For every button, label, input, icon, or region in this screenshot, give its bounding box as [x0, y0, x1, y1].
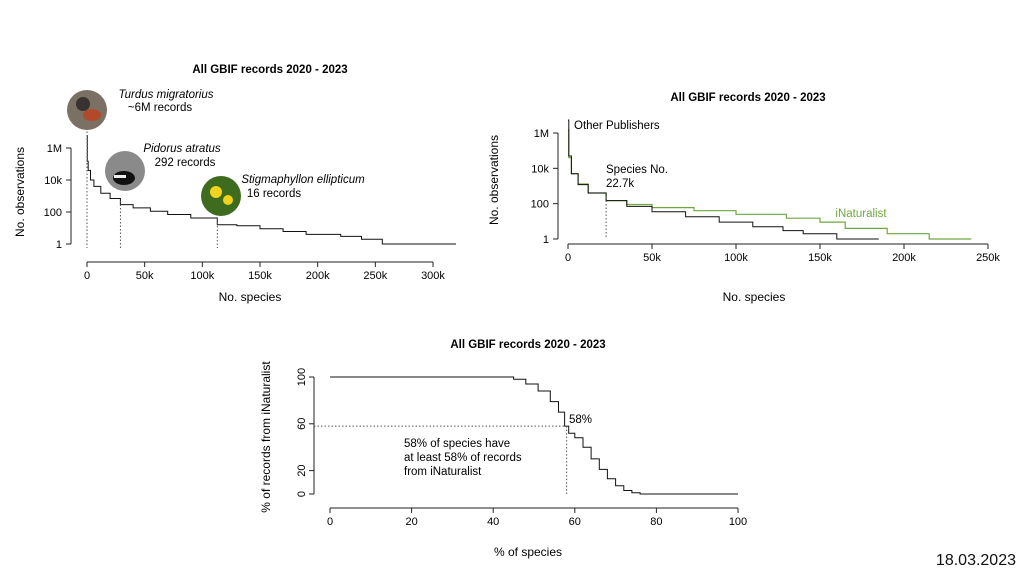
chart1-x-tick-label: 0: [84, 270, 90, 282]
chart2-y-tick-label: 10k: [531, 163, 549, 175]
chart1-x-tick-label: 200k: [306, 270, 330, 282]
chart1-photo-stigmaphyllon: [201, 176, 241, 216]
chart3-ann-text-line-3: from iNaturalist: [404, 466, 482, 478]
chart1-x-tick-label: 250k: [363, 270, 387, 282]
chart3-title: All GBIF records 2020 - 2023: [450, 339, 605, 351]
chart1-y-tick-label: 1: [56, 239, 62, 251]
chart1-photo-pidorus: [105, 151, 145, 191]
chart3-series-line: [330, 377, 738, 494]
chart1-y-tick-label: 10k: [44, 175, 62, 187]
chart3-y-tick-label: 0: [296, 491, 308, 497]
chart3-y-tick-label: 60: [296, 418, 308, 430]
chart2-ann-species-value: 22.7k: [606, 178, 634, 190]
chart3-ann-text-line-2: at least 58% of records: [404, 452, 522, 464]
chart2-x-tick-label: 100k: [724, 252, 748, 264]
chart2-x-tick-label: 250k: [976, 252, 1000, 264]
chart3-x-tick-label: 40: [487, 516, 499, 528]
chart1-x-axis-label: No. species: [219, 290, 282, 304]
chart1-photo-stigmaphyllon-flower: [210, 186, 222, 198]
chart2-x-tick-label: 0: [565, 252, 571, 264]
chart2-x-axis-label: No. species: [723, 290, 786, 304]
chart1-x-tick-label: 100k: [190, 270, 214, 282]
chart2-title: All GBIF records 2020 - 2023: [670, 92, 825, 104]
chart1-y-tick-label: 1M: [47, 143, 62, 155]
chart1-ann-stigmaphyllon-species: Stigmaphyllon ellipticum: [241, 174, 365, 186]
chart1-x-tick-label: 300k: [421, 270, 445, 282]
chart3-ann-58-label: 58%: [569, 414, 592, 426]
chart3-x-tick-label: 100: [729, 516, 747, 528]
chart3-x-tick-label: 60: [569, 516, 581, 528]
chart2-y-tick-label: 1: [543, 234, 549, 246]
chart1-x-tick-label: 50k: [136, 270, 154, 282]
chart2-ann-species-label: Species No.: [606, 164, 668, 176]
date-label: 18.03.2023: [936, 552, 1016, 570]
chart2-x-tick-label: 50k: [643, 252, 661, 264]
chart3-y-tick-label: 20: [296, 464, 308, 476]
chart3-x-axis-label: % of species: [494, 545, 562, 559]
chart3-y-axis-label: % of records from iNaturalist: [259, 361, 273, 513]
chart1-title: All GBIF records 2020 - 2023: [192, 64, 347, 76]
chart1-photo-turdus-bird-head: [76, 97, 90, 111]
chart3-ann-text-line-1: 58% of species have: [404, 438, 510, 450]
chart2-y-axis-label: No. observations: [487, 135, 501, 225]
chart2-y-tick-label: 1M: [534, 128, 549, 140]
chart2-x-tick-label: 150k: [808, 252, 832, 264]
chart1-ann-turdus-species: Turdus migratorius: [118, 89, 213, 101]
chart1-ann-turdus-records: ~6M records: [128, 102, 192, 114]
chart1-ann-pidorus-records: 292 records: [155, 157, 216, 169]
figure-canvas: All GBIF records 2020 - 20230 50k 100k 150k…: [0, 0, 1024, 576]
chart1-photo-stigmaphyllon-flower2: [223, 195, 233, 205]
chart1-photo-turdus: [67, 90, 107, 130]
chart1-ann-pidorus-species: Pidorus atratus: [143, 143, 221, 155]
chart2-legend-inaturalist: iNaturalist: [835, 208, 887, 220]
chart3-y-tick-label: 100: [296, 368, 308, 386]
chart2-legend-other-publishers: Other Publishers: [574, 120, 660, 132]
chart1-photo-turdus-breast: [83, 109, 101, 121]
chart1-ann-stigmaphyllon-records: 16 records: [247, 188, 302, 200]
chart3-x-tick-label: 80: [650, 516, 662, 528]
chart1-y-axis-label: No. observations: [13, 147, 27, 237]
chart2-y-tick-label: 100: [531, 199, 549, 211]
chart1-x-tick-label: 150k: [248, 270, 272, 282]
chart3-x-tick-label: 20: [405, 516, 417, 528]
chart1-y-tick-label: 100: [44, 207, 62, 219]
chart1-photo-pidorus-band: [114, 175, 126, 178]
chart2-x-tick-label: 200k: [892, 252, 916, 264]
chart3-x-tick-label: 0: [327, 516, 333, 528]
